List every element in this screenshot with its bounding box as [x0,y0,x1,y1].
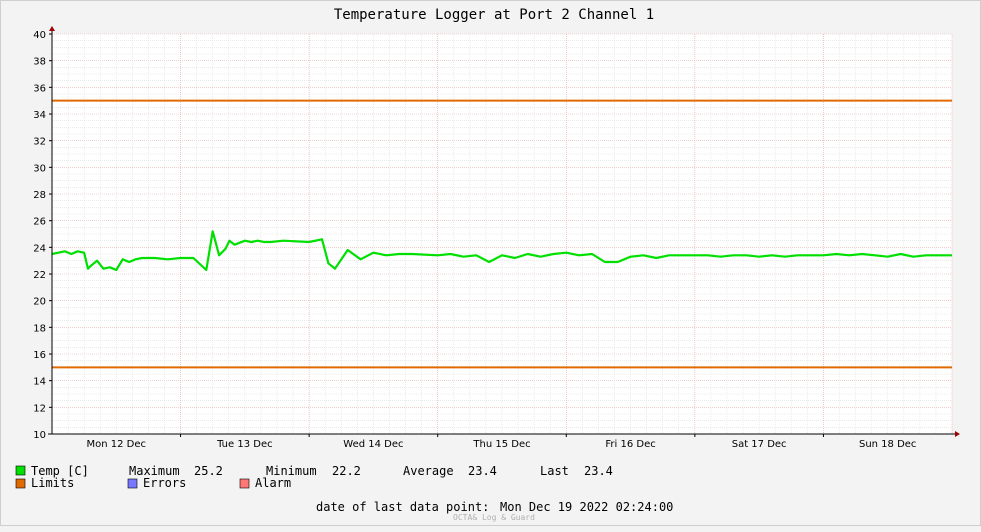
y-tick-label: 10 [33,430,46,441]
y-tick-label: 28 [33,190,46,201]
stat-maximum-value: 25.2 [194,464,223,478]
stat-last-value: 23.4 [584,464,613,478]
x-tick-label: Sun 18 Dec [859,439,916,450]
stat-average-label: Average [403,464,454,478]
x-axis-ticks: Mon 12 Dec Tue 13 Dec Wed 14 Dec Thu 15 Dec… [87,434,916,450]
y-tick-label: 18 [33,323,46,334]
stat-minimum-label: Minimum [266,464,317,478]
x-tick-label: Thu 15 Dec [472,439,530,450]
x-tick-label: Wed 14 Dec [343,439,403,450]
x-axis-arrow [955,431,960,437]
x-tick-label: Sat 17 Dec [732,439,787,450]
y-tick-label: 36 [33,83,46,94]
y-tick-label: 24 [33,243,46,254]
y-tick-label: 14 [33,377,46,388]
y-tick-label: 12 [33,403,46,414]
chart-title: Temperature Logger at Port 2 Channel 1 [334,7,654,23]
x-tick-label: Fri 16 Dec [605,439,655,450]
last-data-point-value: Mon Dec 19 2022 02:24:00 [500,500,673,514]
legend-label-alarm: Alarm [255,476,291,490]
y-tick-label: 20 [33,297,46,308]
y-tick-label: 34 [33,110,46,121]
stat-maximum-label: Maximum [129,464,180,478]
y-tick-label: 22 [33,270,46,281]
y-axis-ticks: 10 12 14 16 18 20 22 24 26 28 30 32 34 36 38 40 [33,30,52,441]
stat-minimum-value: 22.2 [332,464,361,478]
legend-swatch-errors [127,478,138,489]
stat-last-label: Last [540,464,569,478]
legend-label-temp: Temp [C] [31,464,89,478]
y-tick-label: 26 [33,217,46,228]
y-tick-label: 16 [33,350,46,361]
legend-swatch-limits [15,478,26,489]
legend-swatch-temp [15,465,26,476]
temp-series-line [51,230,952,272]
temperature-series [51,230,952,272]
y-tick-label: 32 [33,137,46,148]
limit-lines [52,99,952,369]
legend-label-errors: Errors [143,476,186,490]
y-tick-label: 30 [33,163,46,174]
last-data-point-label: date of last data point: [316,500,489,514]
x-tick-label: Tue 13 Dec [216,439,273,450]
credit-text: OCTA& Log & Guard [453,513,535,522]
y-axis-arrow [49,26,55,31]
axes [48,26,960,437]
stat-average-value: 23.4 [468,464,497,478]
legend-swatch-alarm [239,478,250,489]
x-tick-label: Mon 12 Dec [87,439,147,450]
y-tick-label: 40 [33,30,46,41]
legend: Temp [C] Maximum 25.2 Minimum 22.2 Avera… [15,464,613,490]
legend-label-limits: Limits [31,476,74,490]
grid [51,33,953,435]
y-tick-label: 38 [33,57,46,68]
